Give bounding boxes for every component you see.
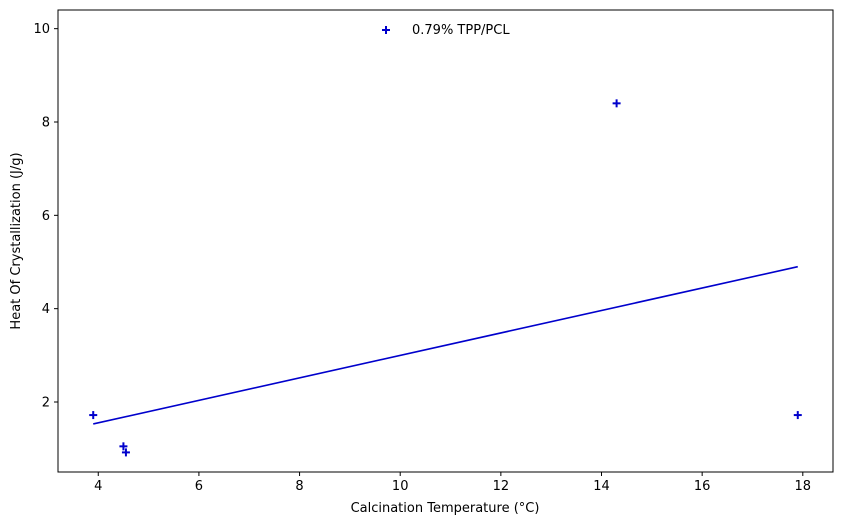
data-point <box>793 411 802 420</box>
y-tick-label: 10 <box>33 22 50 37</box>
x-tick-label: 10 <box>392 479 409 494</box>
x-tick-label: 18 <box>795 479 812 494</box>
legend-marker <box>382 26 390 34</box>
x-tick-label: 6 <box>195 479 203 494</box>
y-tick-label: 2 <box>42 396 50 411</box>
legend-plus-marker <box>382 26 390 34</box>
plot-frame <box>57 9 834 473</box>
data-point <box>612 99 621 108</box>
data-point <box>119 442 128 451</box>
chart-ticks: 4 6 8 10 12 14 16 18 2 4 6 8 10 <box>33 22 811 494</box>
y-tick-label: 4 <box>42 302 50 317</box>
x-tick-label: 16 <box>694 479 711 494</box>
y-tick-label: 8 <box>42 116 50 131</box>
data-point <box>121 448 130 457</box>
y-axis-label: Heat Of Crystallization (J/g) <box>9 152 24 329</box>
y-tick-label: 6 <box>42 209 50 224</box>
trend-line <box>93 265 798 425</box>
x-axis-label: Calcination Temperature (°C) <box>351 501 540 516</box>
legend: 0.79% TPP/PCL <box>382 23 510 38</box>
chart-marks <box>89 99 802 457</box>
x-tick-label: 14 <box>593 479 610 494</box>
x-tick-label: 4 <box>94 479 102 494</box>
x-tick-label: 8 <box>295 479 303 494</box>
data-point <box>89 411 98 420</box>
x-tick-label: 12 <box>493 479 510 494</box>
legend-label: 0.79% TPP/PCL <box>412 23 510 38</box>
